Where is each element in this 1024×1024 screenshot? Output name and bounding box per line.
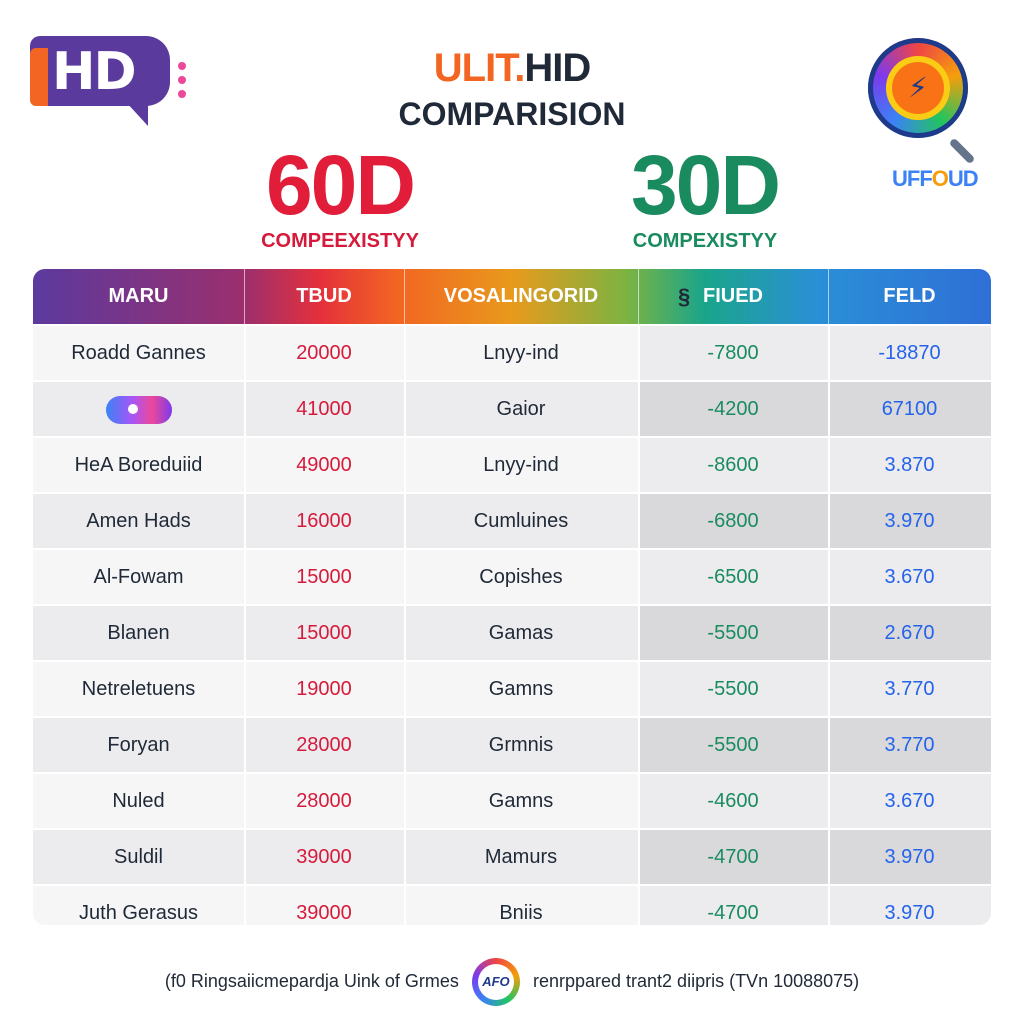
uffoud-logo-text: UFFOUD — [892, 166, 979, 191]
table-cell-genre: Gaior — [404, 382, 640, 436]
table-cell-tbud: 20000 — [244, 326, 406, 380]
table-cell-feld: 67100 — [881, 398, 938, 420]
table-row: Juth Gerasus 39000 Bniis -4700 3.970 — [33, 884, 991, 925]
highlight-right-value: 30D — [630, 138, 781, 232]
table-cell-name: Juth Gerasus — [33, 886, 246, 925]
highlight-right: 30D COMPEXISTYY — [610, 140, 800, 253]
afo-badge-icon: AFO — [471, 958, 520, 1006]
column-header: VOSALINGORID — [404, 269, 639, 324]
table-cell-feld: 3.870 — [884, 454, 935, 476]
table-cell-fiued: -5500 — [638, 718, 830, 772]
highlight-left-caption: COMPEEXISTYY — [261, 230, 419, 252]
table-cell-tbud: 19000 — [244, 662, 406, 716]
highlight-left-value: 60D — [265, 138, 416, 232]
table-row: Nuled 28000 Gamns -4600 3.670 — [33, 772, 991, 828]
comparison-table: MARU TBUD VOSALINGORID § FIUED FELD Road… — [33, 269, 991, 925]
table-header: MARU TBUD VOSALINGORID § FIUED FELD — [33, 269, 991, 324]
table-body: Roadd Gannes 20000 Lnyy-ind -7800 -18870 4100… — [33, 324, 991, 925]
table-cell-name: Foryan — [33, 718, 246, 772]
dots-icon — [178, 76, 186, 84]
footer-text-left: (f0 Ringsaiicmepardja Uink of Grmes — [164, 970, 459, 991]
table-cell-tbud: 15000 — [244, 550, 406, 604]
table-cell-genre: Gamns — [404, 774, 640, 828]
column-header: MARU — [33, 269, 245, 324]
hd-logo: HD — [30, 36, 188, 128]
table-cell-feld: 3.970 — [884, 510, 935, 532]
table-row: Al-Fowam 15000 Copishes -6500 3.670 — [33, 548, 991, 604]
table-row: Amen Hads 16000 Cumluines -6800 3.970 — [33, 492, 991, 548]
table-cell-fiued: -4600 — [638, 774, 830, 828]
table-cell-genre: Lnyy-ind — [404, 438, 640, 492]
table-cell-genre: Mamurs — [404, 830, 640, 884]
table-cell-fiued: -6800 — [638, 494, 830, 548]
table-cell-tbud: 15000 — [244, 606, 406, 660]
table-row: Netreletuens 19000 Gamns -5500 3.770 — [33, 660, 991, 716]
footer: (f0 Ringsaiicmepardja Uink of Grmes AFO … — [0, 958, 1024, 1006]
table-row: Roadd Gannes 20000 Lnyy-ind -7800 -18870 — [33, 324, 991, 380]
table-cell-fiued: -4700 — [638, 830, 830, 884]
table-cell-genre: Grmnis — [404, 718, 640, 772]
table-row: HeA Boreduiid 49000 Lnyy-ind -8600 3.870 — [33, 436, 991, 492]
table-cell-feld: 3.670 — [884, 566, 935, 588]
table-cell-fiued: -5500 — [638, 662, 830, 716]
table-cell-genre: Gamns — [404, 662, 640, 716]
table-cell-feld: 2.670 — [884, 622, 935, 644]
page-subtitle: COMPARISION — [398, 96, 626, 132]
title-part-1: ULIT. — [433, 46, 526, 90]
table-cell-name: Nuled — [33, 774, 246, 828]
table-cell-name: HeA Boreduiid — [33, 438, 246, 492]
table-cell-feld: -18870 — [878, 342, 941, 364]
table-cell-tbud: 39000 — [244, 830, 406, 884]
table-cell-tbud: 16000 — [244, 494, 406, 548]
column-header-label: FIUED — [703, 285, 763, 307]
hd-logo-text: HD — [52, 42, 137, 102]
table-cell-genre: Cumluines — [404, 494, 640, 548]
table-cell-feld: 3.770 — [884, 678, 935, 700]
footer-text-right: renrppared trant2 diipris (TVn 10088075) — [532, 970, 860, 991]
table-cell-fiued: -4700 — [638, 886, 830, 925]
table-cell-tbud: 41000 — [244, 382, 406, 436]
table-cell-fiued: -4200 — [638, 382, 830, 436]
table-cell-name: Blanen — [33, 606, 246, 660]
table-cell-tbud: 39000 — [244, 886, 406, 925]
gamepad-icon — [100, 392, 178, 428]
table-cell-genre: Copishes — [404, 550, 640, 604]
table-row: 41000 Gaior -4200 67100 — [33, 380, 991, 436]
table-cell-name: Roadd Gannes — [33, 326, 246, 380]
table-cell-name: Al-Fowam — [33, 550, 246, 604]
table-row: Foryan 28000 Grmnis -5500 3.770 — [33, 716, 991, 772]
table-cell-name: Amen Hads — [33, 494, 246, 548]
table-cell-fiued: -6500 — [638, 550, 830, 604]
table-row: Suldil 39000 Mamurs -4700 3.970 — [33, 828, 991, 884]
column-header: FELD — [883, 285, 936, 307]
column-header: § FIUED — [638, 269, 829, 324]
column-mark: § — [678, 284, 691, 309]
table-cell-name: Netreletuens — [33, 662, 246, 716]
lightning-icon: ⚡ — [886, 56, 950, 120]
table-cell-tbud: 28000 — [244, 774, 406, 828]
column-header: TBUD — [244, 269, 405, 324]
table-cell-feld: 3.770 — [884, 734, 935, 756]
table-cell-feld: 3.670 — [884, 790, 935, 812]
table-cell-tbud: 49000 — [244, 438, 406, 492]
table-cell-name: Suldil — [33, 830, 246, 884]
badge-text: AFO — [477, 964, 514, 1000]
table-cell-genre: Bniis — [404, 886, 640, 925]
table-cell-tbud: 28000 — [244, 718, 406, 772]
table-row: Blanen 15000 Gamas -5500 2.670 — [33, 604, 991, 660]
title-part-2: HID — [524, 46, 591, 90]
uffoud-logo: ⚡ UFFOUD — [862, 38, 1002, 198]
table-cell-genre: Gamas — [404, 606, 640, 660]
table-cell-genre: Lnyy-ind — [404, 326, 640, 380]
page-title: ULIT.HID — [0, 46, 1024, 91]
table-cell-name — [33, 382, 246, 436]
highlight-left: 60D COMPEEXISTYY — [250, 140, 430, 253]
table-cell-feld: 3.970 — [884, 846, 935, 868]
table-cell-fiued: -7800 — [638, 326, 830, 380]
highlight-right-caption: COMPEXISTYY — [632, 230, 778, 252]
table-cell-fiued: -5500 — [638, 606, 830, 660]
table-cell-feld: 3.970 — [884, 902, 935, 924]
table-cell-fiued: -8600 — [638, 438, 830, 492]
